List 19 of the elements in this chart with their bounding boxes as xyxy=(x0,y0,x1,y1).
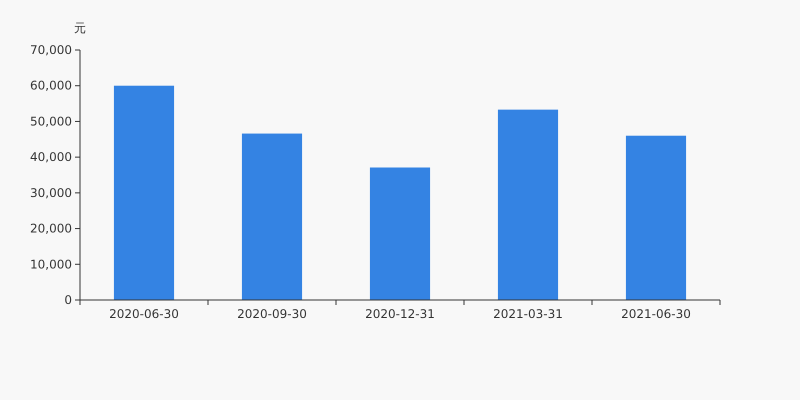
y-tick-label: 50,000 xyxy=(30,114,72,128)
bar xyxy=(498,110,558,300)
x-tick-label: 2021-06-30 xyxy=(621,307,691,321)
y-tick-label: 40,000 xyxy=(30,150,72,164)
bar xyxy=(370,168,430,300)
bar xyxy=(242,134,302,300)
y-axis-title: 元 xyxy=(74,21,86,35)
bar xyxy=(114,86,174,300)
x-tick-label: 2020-06-30 xyxy=(109,307,179,321)
bar xyxy=(626,136,686,300)
y-tick-label: 70,000 xyxy=(30,43,72,57)
y-tick-label: 30,000 xyxy=(30,186,72,200)
y-tick-label: 0 xyxy=(64,293,72,307)
x-tick-label: 2020-12-31 xyxy=(365,307,435,321)
x-tick-label: 2020-09-30 xyxy=(237,307,307,321)
y-tick-label: 60,000 xyxy=(30,78,72,93)
x-tick-label: 2021-03-31 xyxy=(493,307,563,321)
y-tick-label: 10,000 xyxy=(30,257,72,272)
y-tick-label: 20,000 xyxy=(30,222,72,236)
